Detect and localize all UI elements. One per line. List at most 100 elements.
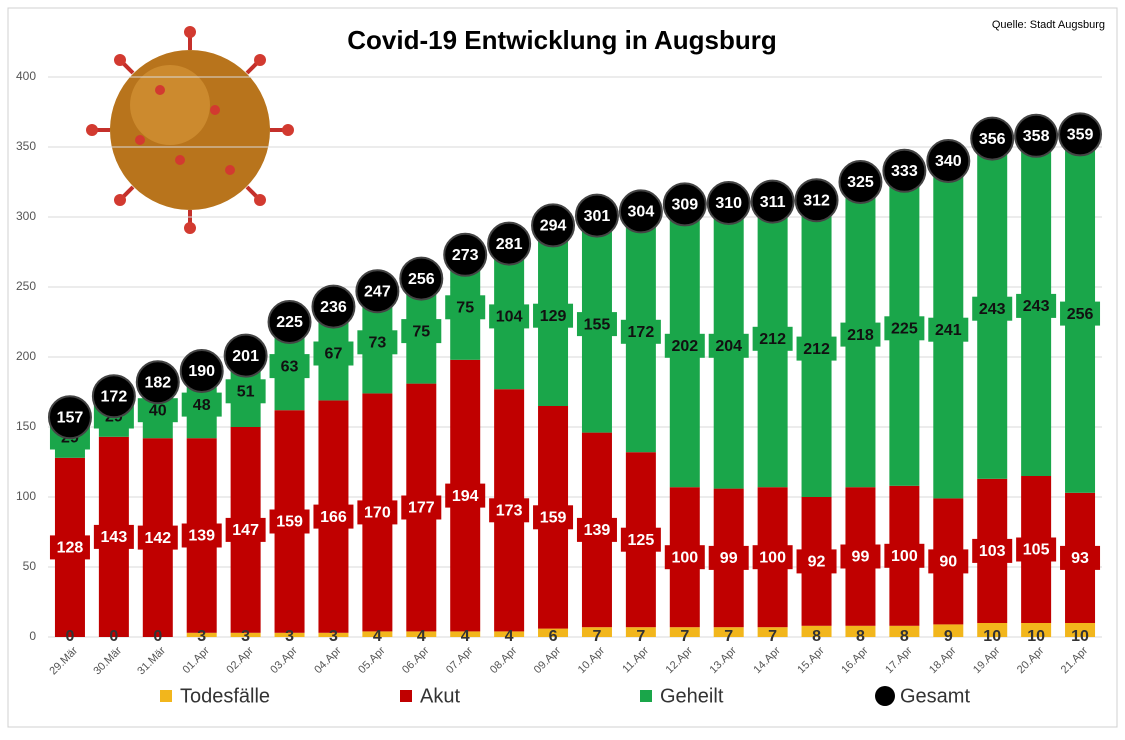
data-label: 75 [456,300,474,317]
total-marker [487,221,532,266]
data-label: 311 [760,194,786,211]
data-label: 7 [636,628,645,645]
legend-marker [160,690,172,702]
data-label: 243 [979,301,1006,318]
bar-segment [713,627,744,637]
bar-segment [494,631,525,637]
data-label: 0 [66,628,75,645]
data-label-box [752,326,793,351]
data-label: 10 [1071,628,1089,645]
data-label: 172 [628,324,655,341]
data-label-box [620,527,661,552]
data-label: 100 [891,548,918,565]
data-label: 7 [768,628,777,645]
y-tick-label: 100 [16,489,36,503]
data-label: 51 [237,384,255,401]
bar-segment [581,627,612,637]
data-label: 0 [109,628,118,645]
data-label: 212 [759,331,786,348]
data-label-box [884,543,925,568]
legend-marker [640,690,652,702]
total-marker [267,300,312,344]
total-marker [1058,112,1103,157]
total-marker [311,284,356,329]
data-label: 3 [197,628,206,645]
total-marker [970,116,1015,161]
y-tick-label: 200 [16,349,36,363]
data-label-box [708,333,749,358]
total-marker [706,181,751,225]
bar-segment [757,627,788,637]
data-label: 204 [715,338,742,355]
bar-segment [1021,623,1052,637]
bar-segment [406,631,437,637]
data-label-box [401,495,442,520]
data-label: 177 [408,500,435,517]
data-label-box [181,523,222,548]
data-label: 3 [285,628,294,645]
data-label: 256 [1067,306,1094,323]
legend-label: Geheilt [660,685,724,707]
data-label: 129 [540,308,567,325]
data-label: 8 [900,628,909,645]
bar-segment [274,632,305,637]
bar-segment [1065,623,1096,637]
data-label: 281 [496,236,523,253]
data-label: 7 [593,628,602,645]
data-label-box [401,319,442,344]
data-label-box [796,549,837,574]
bar-segment [625,627,656,637]
data-label: 225 [891,321,918,338]
total-marker [1014,113,1059,158]
data-label: 128 [57,540,84,557]
data-label: 155 [584,316,611,333]
total-marker [750,179,795,224]
total-marker [355,269,400,314]
data-label: 301 [584,208,611,225]
total-marker [926,139,971,183]
data-label-box [752,545,793,570]
legend-marker [400,690,412,702]
legend-label: Todesfälle [180,685,270,707]
bar-segment [186,632,217,637]
data-label: 201 [232,348,259,365]
bar-segment [933,624,964,637]
data-label: 4 [417,628,426,645]
legend-marker [875,686,895,706]
total-marker [882,148,927,193]
data-label-box [533,303,574,328]
total-marker [47,395,92,440]
data-label: 4 [461,628,470,645]
data-label: 218 [847,327,874,344]
data-label: 194 [452,488,479,505]
data-label: 73 [368,335,386,352]
data-label-box [357,330,398,355]
data-label: 93 [1071,550,1089,567]
data-label: 359 [1067,127,1094,144]
data-label: 172 [101,388,128,405]
data-label: 170 [364,505,391,522]
data-label-box [796,336,837,361]
data-label: 256 [408,271,435,288]
data-label: 157 [57,409,84,426]
data-label-box [445,295,486,320]
data-label: 100 [759,549,786,566]
data-label-box [313,341,354,366]
total-marker [531,203,576,248]
data-label: 310 [715,195,742,212]
y-tick-label: 150 [16,419,36,433]
total-marker [794,178,839,223]
data-label: 8 [812,628,821,645]
total-marker [179,349,224,393]
data-label: 75 [412,323,430,340]
total-marker [399,256,444,301]
data-label: 182 [144,374,171,391]
data-label: 3 [329,628,338,645]
data-label: 40 [149,402,167,419]
total-marker [91,374,136,419]
data-label-box [708,545,749,570]
data-label: 166 [320,509,347,526]
data-label: 0 [153,628,162,645]
bar-segment [538,628,569,637]
data-label: 340 [935,153,962,170]
